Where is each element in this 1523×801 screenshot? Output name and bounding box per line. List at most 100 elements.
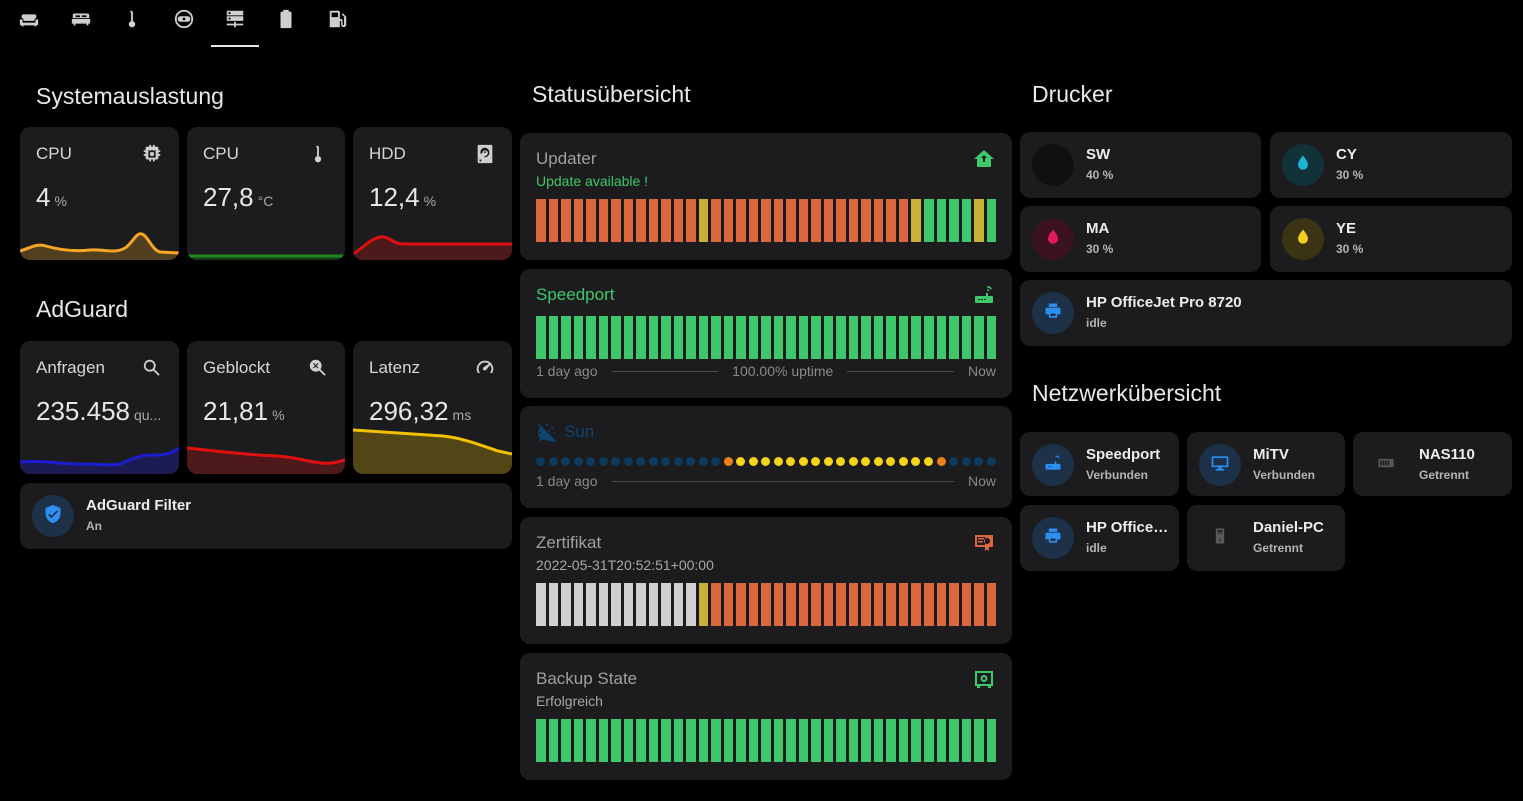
history-bar[interactable]	[823, 583, 834, 626]
history-bar[interactable]	[723, 199, 734, 242]
adguard-filter-icon-button[interactable]	[32, 495, 74, 537]
history-bar[interactable]	[974, 199, 984, 242]
history-bar[interactable]	[773, 316, 784, 359]
history-bar[interactable]	[836, 316, 846, 359]
history-bar[interactable]	[986, 199, 997, 242]
history-bar[interactable]	[686, 199, 696, 242]
history-bar[interactable]	[561, 199, 571, 242]
history-bar[interactable]	[548, 719, 559, 762]
history-bar[interactable]	[573, 199, 584, 242]
history-bar[interactable]	[698, 199, 709, 242]
network-tile-nas110[interactable]: NAS110 Getrennt	[1353, 432, 1512, 496]
ink-tile-ma[interactable]: MA 30 %	[1020, 206, 1261, 272]
sensor-card-cpu-temp[interactable]: CPU 27,8 °C	[187, 127, 345, 260]
history-bar[interactable]	[923, 199, 934, 242]
history-bar[interactable]	[811, 583, 821, 626]
history-bar[interactable]	[898, 719, 909, 762]
history-dot[interactable]	[898, 457, 908, 466]
history-bar[interactable]	[836, 199, 846, 242]
ink-tile-sw[interactable]: SW 40 %	[1020, 132, 1261, 198]
history-bar[interactable]	[911, 199, 921, 242]
history-bar[interactable]	[836, 583, 846, 626]
history-bar[interactable]	[711, 719, 721, 762]
network-icon-button[interactable]	[1199, 517, 1241, 559]
history-bar[interactable]	[949, 719, 959, 762]
nav-tab-vacuum[interactable]	[160, 6, 208, 36]
history-dot[interactable]	[698, 457, 708, 466]
history-bar[interactable]	[623, 719, 634, 762]
history-bar[interactable]	[848, 316, 859, 359]
history-bar[interactable]	[661, 719, 671, 762]
history-bar[interactable]	[661, 316, 671, 359]
history-bar[interactable]	[661, 199, 671, 242]
history-dot[interactable]	[748, 457, 758, 466]
history-bar[interactable]	[611, 199, 621, 242]
network-icon-button[interactable]	[1199, 444, 1241, 486]
history-dot[interactable]	[573, 457, 583, 466]
history-bar[interactable]	[786, 719, 796, 762]
history-dot[interactable]	[911, 457, 921, 466]
history-bar[interactable]	[536, 199, 546, 242]
history-bar[interactable]	[873, 719, 884, 762]
history-bar[interactable]	[711, 199, 721, 242]
history-bar[interactable]	[611, 719, 621, 762]
history-bar[interactable]	[961, 719, 972, 762]
history-bar[interactable]	[623, 199, 634, 242]
history-bar[interactable]	[823, 719, 834, 762]
history-bar[interactable]	[923, 583, 934, 626]
ink-icon-button[interactable]	[1032, 144, 1074, 186]
history-bar[interactable]	[911, 719, 921, 762]
history-bar[interactable]	[886, 719, 896, 762]
history-bar[interactable]	[686, 719, 696, 762]
history-dot[interactable]	[611, 457, 621, 466]
history-bar[interactable]	[823, 316, 834, 359]
history-bar[interactable]	[636, 316, 646, 359]
history-bar[interactable]	[586, 719, 596, 762]
history-bar[interactable]	[936, 316, 947, 359]
history-bar[interactable]	[886, 583, 896, 626]
history-bar[interactable]	[848, 199, 859, 242]
sensor-card-cpu-load[interactable]: CPU 4%	[20, 127, 179, 260]
history-bar[interactable]	[548, 316, 559, 359]
history-dot[interactable]	[548, 457, 558, 466]
history-dot[interactable]	[598, 457, 608, 466]
history-dot[interactable]	[648, 457, 658, 466]
history-bar[interactable]	[823, 199, 834, 242]
history-bar[interactable]	[798, 583, 809, 626]
history-bar[interactable]	[673, 719, 684, 762]
history-bar[interactable]	[548, 583, 559, 626]
history-bar[interactable]	[974, 719, 984, 762]
history-bar[interactable]	[811, 316, 821, 359]
history-bar[interactable]	[711, 316, 721, 359]
history-bar[interactable]	[536, 719, 546, 762]
ink-tile-cy[interactable]: CY 30 %	[1270, 132, 1512, 198]
history-bar[interactable]	[673, 316, 684, 359]
history-dot[interactable]	[773, 457, 783, 466]
network-tile-daniel-pc[interactable]: Daniel-PC Getrennt	[1187, 505, 1345, 571]
nav-tab-sofa[interactable]	[5, 6, 53, 36]
nav-tab-climate[interactable]	[108, 6, 156, 36]
history-dot[interactable]	[561, 457, 571, 466]
status-card-speedport[interactable]: Speedport 1 day ago 100.00% uptime Now	[520, 269, 1012, 398]
status-card-sun[interactable]: Sun 1 day ago Now	[520, 406, 1012, 508]
history-bar[interactable]	[986, 583, 997, 626]
history-bar[interactable]	[698, 719, 709, 762]
history-dot[interactable]	[636, 457, 646, 466]
history-bar[interactable]	[598, 316, 609, 359]
history-bar[interactable]	[723, 719, 734, 762]
history-bar[interactable]	[974, 316, 984, 359]
history-bar[interactable]	[923, 316, 934, 359]
nav-tab-fuel[interactable]	[314, 6, 362, 36]
history-bar[interactable]	[636, 199, 646, 242]
history-bar[interactable]	[873, 583, 884, 626]
network-icon-button[interactable]	[1032, 444, 1074, 486]
history-bar[interactable]	[648, 719, 659, 762]
history-bar[interactable]	[773, 719, 784, 762]
history-dot[interactable]	[961, 457, 971, 466]
history-bar[interactable]	[936, 719, 947, 762]
history-dot[interactable]	[723, 457, 733, 466]
network-tile-speedport[interactable]: Speedport Verbunden	[1020, 432, 1179, 496]
history-dot[interactable]	[886, 457, 896, 466]
history-bar[interactable]	[986, 316, 997, 359]
network-icon-button[interactable]	[1032, 517, 1074, 559]
